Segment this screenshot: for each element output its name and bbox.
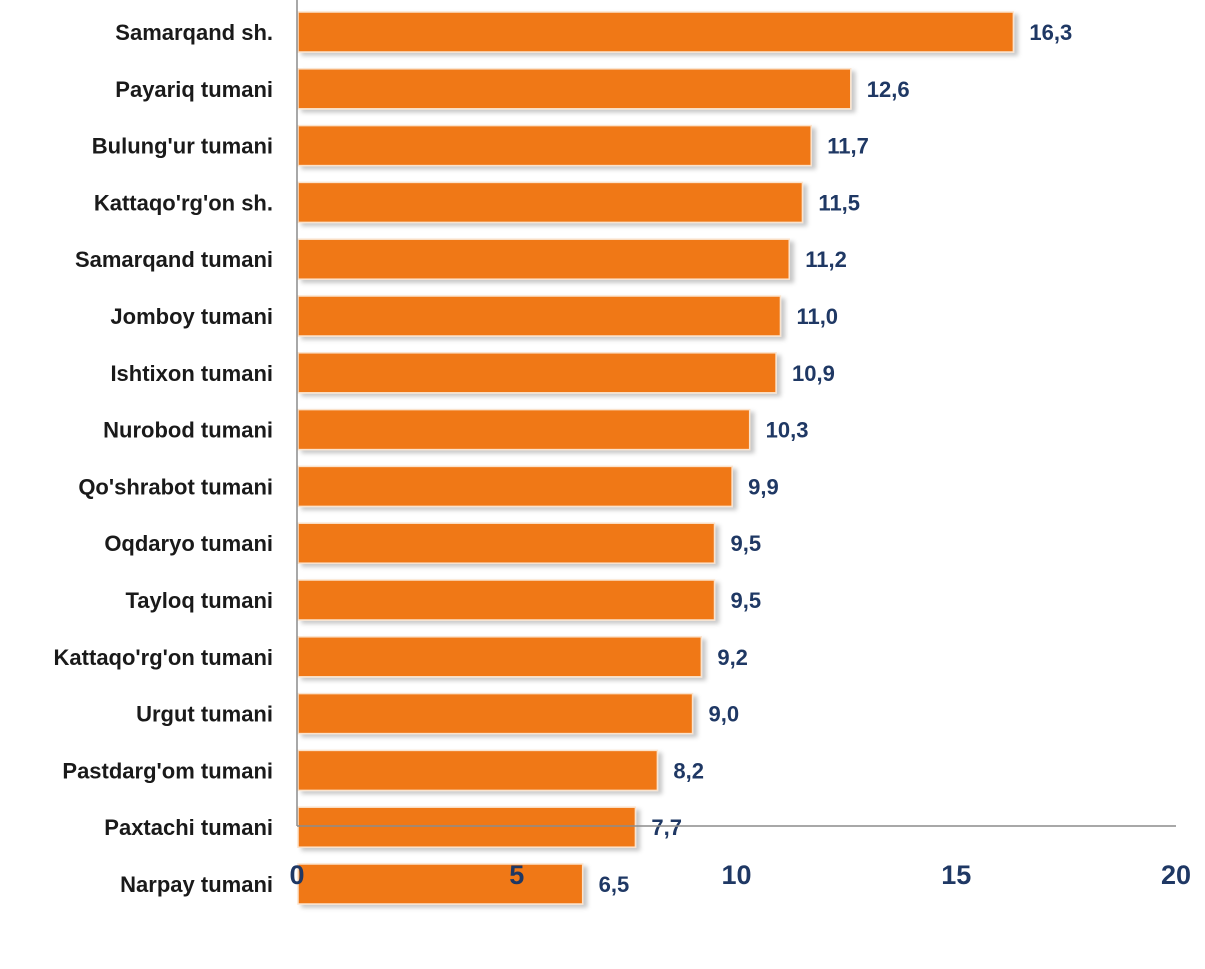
bar xyxy=(297,11,1015,53)
bar xyxy=(297,181,804,224)
category-label: Nurobod tumani xyxy=(103,418,273,443)
axes: 0 5 10 15 20 xyxy=(289,0,1191,890)
category-label: Jomboy tumani xyxy=(110,304,273,329)
data-label: 10,9 xyxy=(792,361,835,386)
data-label: 11,2 xyxy=(805,247,847,272)
data-label: 8,2 xyxy=(673,758,704,783)
data-label: 9,9 xyxy=(748,474,779,499)
category-label: Paxtachi tumani xyxy=(104,815,273,840)
category-label: Samarqand tumani xyxy=(75,247,273,272)
category-label: Kattaqo'rg'on tumani xyxy=(54,645,273,670)
bar xyxy=(297,522,716,564)
bar xyxy=(297,295,782,337)
bar xyxy=(297,124,812,167)
bar xyxy=(297,579,716,621)
data-label: 11,7 xyxy=(827,134,869,159)
labels-layer: Samarqand sh. 16,3 Payariq tumani 12,6 Bulun… xyxy=(54,20,1073,897)
bar xyxy=(297,465,733,508)
data-label: 12,6 xyxy=(867,77,910,102)
bar xyxy=(297,863,584,905)
category-label: Narpay tumani xyxy=(120,872,273,897)
bar xyxy=(297,806,637,848)
category-label: Payariq tumani xyxy=(115,77,273,102)
category-label: Kattaqo'rg'on sh. xyxy=(94,190,273,215)
data-label: 10,3 xyxy=(766,418,809,443)
category-label: Tayloq tumani xyxy=(126,588,274,613)
category-label: Urgut tumani xyxy=(136,702,273,727)
data-label: 16,3 xyxy=(1029,20,1072,45)
data-label: 9,5 xyxy=(731,531,762,556)
x-tick-label: 10 xyxy=(721,860,751,890)
data-label: 9,0 xyxy=(709,702,740,727)
x-tick-label: 5 xyxy=(509,860,524,890)
data-label: 9,5 xyxy=(731,588,762,613)
category-label: Oqdaryo tumani xyxy=(104,531,273,556)
bar xyxy=(297,692,694,735)
category-label: Qo'shrabot tumani xyxy=(78,474,273,499)
bar xyxy=(297,68,852,110)
x-tick-label: 0 xyxy=(289,860,304,890)
data-label: 11,0 xyxy=(796,304,838,329)
category-label: Pastdarg'om tumani xyxy=(62,758,273,783)
bar xyxy=(297,749,659,792)
x-tick-label: 20 xyxy=(1161,860,1191,890)
bar xyxy=(297,636,703,678)
bar xyxy=(297,352,777,394)
data-label: 11,5 xyxy=(818,190,860,215)
bar xyxy=(297,408,751,451)
bar xyxy=(297,238,790,280)
category-label: Samarqand sh. xyxy=(115,20,273,45)
bars-layer xyxy=(297,11,1015,905)
x-tick-label: 15 xyxy=(941,860,971,890)
category-label: Ishtixon tumani xyxy=(110,361,273,386)
data-label: 7,7 xyxy=(651,815,682,840)
data-label: 6,5 xyxy=(599,872,630,897)
data-label: 9,2 xyxy=(717,645,748,670)
category-label: Bulung'ur tumani xyxy=(92,134,273,159)
